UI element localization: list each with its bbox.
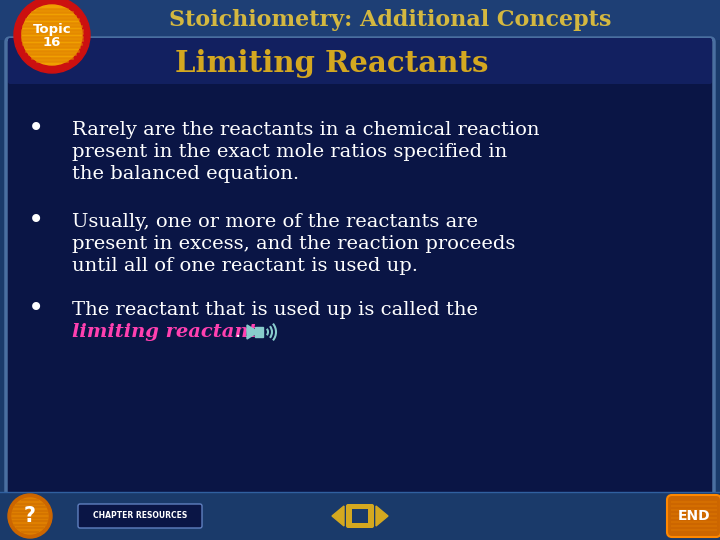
Text: Limiting Reactants: Limiting Reactants [175, 49, 488, 78]
Text: present in the exact mole ratios specified in: present in the exact mole ratios specifi… [72, 143, 508, 161]
Circle shape [12, 498, 48, 534]
Text: Stoichiometry: Additional Concepts: Stoichiometry: Additional Concepts [168, 9, 611, 31]
Text: •: • [28, 208, 44, 235]
Text: limiting reactant: limiting reactant [72, 323, 258, 341]
Text: Topic: Topic [32, 23, 71, 36]
FancyBboxPatch shape [6, 38, 714, 496]
Text: ?: ? [24, 506, 36, 526]
Text: the balanced equation.: the balanced equation. [72, 165, 299, 183]
Circle shape [14, 0, 90, 73]
Text: The reactant that is used up is called the: The reactant that is used up is called t… [72, 301, 478, 319]
FancyBboxPatch shape [255, 327, 263, 337]
FancyBboxPatch shape [352, 509, 368, 523]
Circle shape [22, 5, 82, 65]
FancyBboxPatch shape [0, 492, 720, 540]
FancyBboxPatch shape [346, 504, 374, 528]
FancyBboxPatch shape [0, 0, 720, 40]
Polygon shape [247, 325, 255, 339]
Text: 16: 16 [42, 36, 61, 49]
Text: Usually, one or more of the reactants are: Usually, one or more of the reactants ar… [72, 213, 478, 231]
Text: present in excess, and the reaction proceeds: present in excess, and the reaction proc… [72, 235, 516, 253]
Text: END: END [678, 509, 711, 523]
Text: Rarely are the reactants in a chemical reaction: Rarely are the reactants in a chemical r… [72, 121, 539, 139]
Polygon shape [332, 506, 344, 526]
Text: •: • [28, 117, 44, 144]
FancyBboxPatch shape [78, 504, 202, 528]
Polygon shape [376, 506, 388, 526]
Text: .: . [234, 323, 240, 341]
Text: •: • [28, 296, 44, 323]
FancyBboxPatch shape [667, 495, 720, 537]
Text: until all of one reactant is used up.: until all of one reactant is used up. [72, 257, 418, 275]
FancyBboxPatch shape [8, 38, 712, 84]
Circle shape [8, 494, 52, 538]
Text: CHAPTER RESOURCES: CHAPTER RESOURCES [93, 511, 187, 521]
